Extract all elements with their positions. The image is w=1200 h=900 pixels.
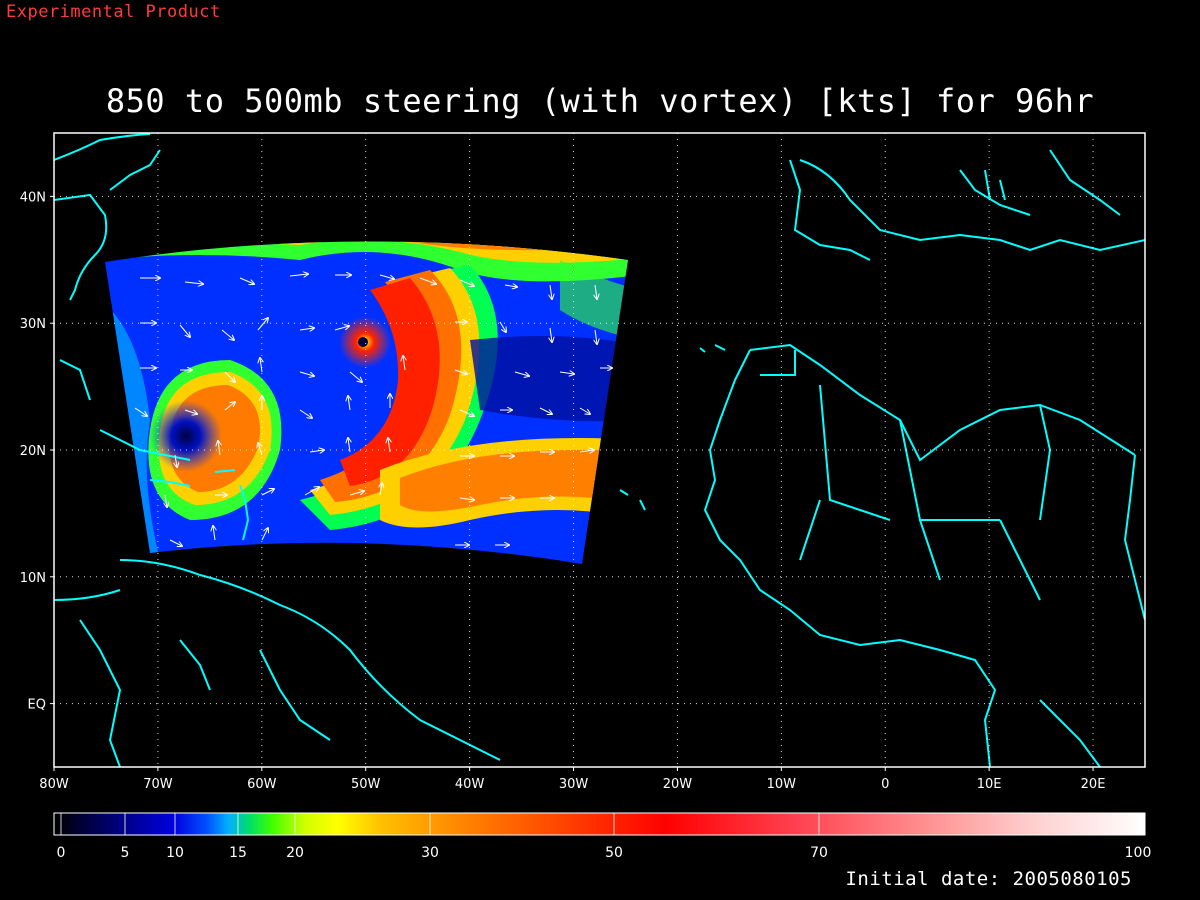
wind-arrow (165, 494, 167, 507)
wind-arrow (550, 327, 552, 342)
wind-arrow (257, 318, 268, 331)
lon-label: 40W (455, 777, 485, 792)
wind-arrow (224, 402, 235, 411)
lon-label: 70W (143, 777, 173, 792)
steering-field (105, 241, 628, 564)
wind-arrow (539, 407, 552, 414)
wind-arrow (380, 483, 382, 496)
map-title: 850 to 500mb steering (with vortex) [kts… (105, 82, 1095, 120)
wind-arrow (579, 407, 590, 414)
lon-label: 80W (39, 777, 69, 792)
wind-arrow (595, 284, 597, 299)
colorbar (53, 812, 1146, 836)
wind-arrow (348, 438, 350, 453)
wind-arrow (299, 409, 312, 418)
wind-arrow (258, 443, 263, 456)
wind-arrow (261, 489, 274, 496)
colorbar-label: 5 (121, 845, 130, 861)
lon-label: 20W (663, 777, 693, 792)
wind-arrow (550, 284, 552, 299)
lon-label: 50W (351, 777, 381, 792)
wind-arrow (218, 441, 220, 456)
wind-arrow (559, 372, 574, 374)
colorbar-label: 0 (57, 845, 66, 861)
lat-label: 40N (20, 190, 46, 205)
wind-arrow (349, 371, 362, 382)
wind-arrow (348, 396, 350, 411)
wind-arrow (514, 371, 529, 376)
wind-arrow (134, 407, 147, 416)
wind-arrow (459, 279, 474, 286)
colorbar-label: 15 (229, 845, 247, 861)
lat-label: 10N (20, 571, 46, 586)
lat-label: 30N (20, 317, 46, 332)
lon-label: 60W (247, 777, 277, 792)
wind-arrow (504, 285, 517, 287)
wind-arrow (299, 371, 314, 376)
wind-arrow (304, 487, 319, 496)
wind-arrow (261, 528, 268, 541)
wind-arrow (459, 498, 474, 500)
colorbar-label: 100 (1125, 845, 1152, 861)
lon-label: 0 (881, 777, 889, 792)
lon-label: 20E (1081, 777, 1106, 792)
colorbar-label: 30 (421, 845, 439, 861)
experimental-product-label: Experimental Product (6, 2, 221, 22)
wind-arrow (379, 274, 394, 279)
steering-vectors (134, 274, 612, 546)
wind-arrow (239, 277, 254, 284)
wind-arrow (179, 324, 190, 337)
lon-label: 10W (767, 777, 797, 792)
wind-arrow (221, 329, 234, 340)
wind-arrow (454, 369, 467, 374)
colorbar-label: 70 (810, 845, 828, 861)
wind-arrow (403, 356, 405, 371)
colorbar-label: 50 (605, 845, 623, 861)
wind-arrow (299, 328, 314, 330)
lon-label: 30W (559, 777, 589, 792)
initial-date-label: Initial date: 2005080105 (845, 868, 1132, 890)
wind-arrow (595, 329, 597, 344)
colorbar-labels: 0 5 10 15 20 30 50 70 100 (57, 813, 1152, 861)
latitude-labels: 40N 30N 20N 10N EQ (20, 190, 54, 713)
wind-arrow (419, 277, 436, 284)
wind-arrow (213, 526, 215, 541)
wind-arrow (309, 450, 324, 452)
lat-label: EQ (28, 698, 46, 713)
colorbar-label: 20 (286, 845, 304, 861)
graticule (54, 133, 1145, 767)
wind-arrow (349, 491, 364, 496)
lat-label: 20N (20, 444, 46, 459)
wind-arrow (184, 282, 203, 284)
wind-arrow (224, 371, 235, 382)
longitude-labels: 80W 70W 60W 50W 40W 30W 20W 10W 0 10E 20E (39, 767, 1105, 792)
wind-arrow (388, 438, 390, 453)
wind-arrow (260, 358, 262, 373)
wind-arrow (289, 274, 308, 276)
wind-arrow (459, 409, 474, 416)
wind-arrow (169, 539, 182, 546)
colorbar-label: 10 (166, 845, 184, 861)
lon-label: 10E (977, 777, 1002, 792)
wind-arrow (184, 409, 197, 414)
wind-arrow (175, 454, 177, 467)
wind-arrow (499, 321, 506, 332)
wind-arrow (334, 326, 349, 331)
wind-arrow (579, 450, 594, 452)
coastlines (54, 133, 1145, 767)
